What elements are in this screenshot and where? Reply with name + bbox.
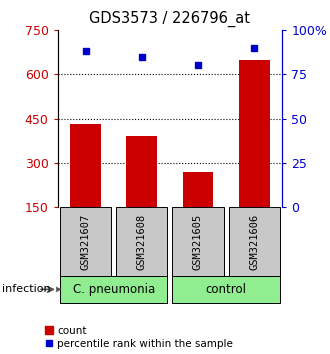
Text: C. pneumonia: C. pneumonia	[73, 283, 155, 296]
Text: GSM321608: GSM321608	[137, 213, 147, 270]
Bar	[229, 207, 280, 276]
Text: control: control	[206, 283, 247, 296]
Text: GSM321606: GSM321606	[249, 213, 259, 270]
Bar	[70, 125, 101, 207]
Bar	[182, 172, 214, 207]
Bar	[60, 207, 111, 276]
Bar	[173, 207, 223, 276]
Bar	[60, 276, 167, 303]
Title: GDS3573 / 226796_at: GDS3573 / 226796_at	[89, 11, 250, 27]
Bar	[116, 207, 167, 276]
Bar	[239, 59, 270, 207]
Bar	[126, 136, 157, 207]
Legend: count, percentile rank within the sample: count, percentile rank within the sample	[45, 326, 233, 349]
Bar	[173, 276, 280, 303]
Text: infection: infection	[2, 284, 50, 295]
Text: GSM321607: GSM321607	[81, 213, 91, 270]
Text: GSM321605: GSM321605	[193, 213, 203, 270]
